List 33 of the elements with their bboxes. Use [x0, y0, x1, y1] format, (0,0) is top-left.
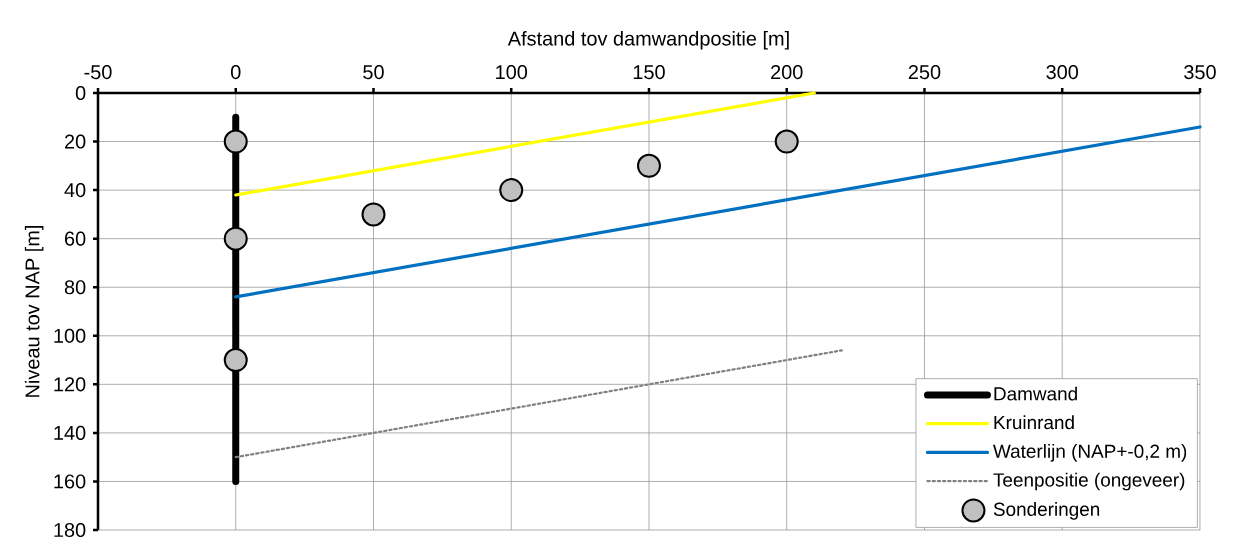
point: [223, 348, 248, 373]
x-tick-label: 100: [496, 65, 528, 80]
y-axis-title: Niveau tov NAP [m]: [24, 226, 44, 397]
x-tick-label: 350: [1184, 65, 1216, 80]
y-tick-label: 40: [64, 183, 86, 198]
x-tick-label: 150: [633, 65, 665, 80]
y-tick-label: 140: [54, 425, 86, 440]
x-tick-label: -50: [84, 65, 112, 80]
point: [499, 178, 524, 203]
y-tick-label: 0: [75, 85, 86, 101]
legend-label: Damwand: [994, 386, 1077, 401]
legend-label: Teenpositie (ongeveer): [993, 472, 1185, 491]
y-tick-label: 20: [65, 134, 86, 149]
x-tick-label: 200: [771, 65, 803, 80]
y-tick-label: 160: [54, 474, 86, 489]
x-axis-title: Afstand tov damwandpositie [m]: [507, 31, 789, 50]
y-tick-label: 60: [65, 231, 86, 246]
legend-label: Sonderingen: [993, 502, 1100, 520]
point: [361, 202, 386, 227]
y-tick-label: 180: [54, 522, 86, 538]
x-tick-label: 50: [363, 65, 384, 80]
point: [223, 129, 248, 154]
y-tick-label: 100: [54, 328, 86, 343]
point: [636, 153, 661, 178]
y-tick-label: 80: [64, 280, 86, 295]
legend-label: Waterlijn (NAP+-0,2 m): [993, 444, 1187, 462]
y-tick-label: 120: [54, 377, 86, 392]
point: [223, 226, 248, 251]
x-tick-label: 300: [1046, 65, 1079, 80]
x-tick-label: 0: [230, 65, 241, 80]
x-tick-label: 250: [908, 65, 941, 80]
legend-label: Kruinrand: [994, 415, 1074, 430]
point: [774, 129, 799, 154]
